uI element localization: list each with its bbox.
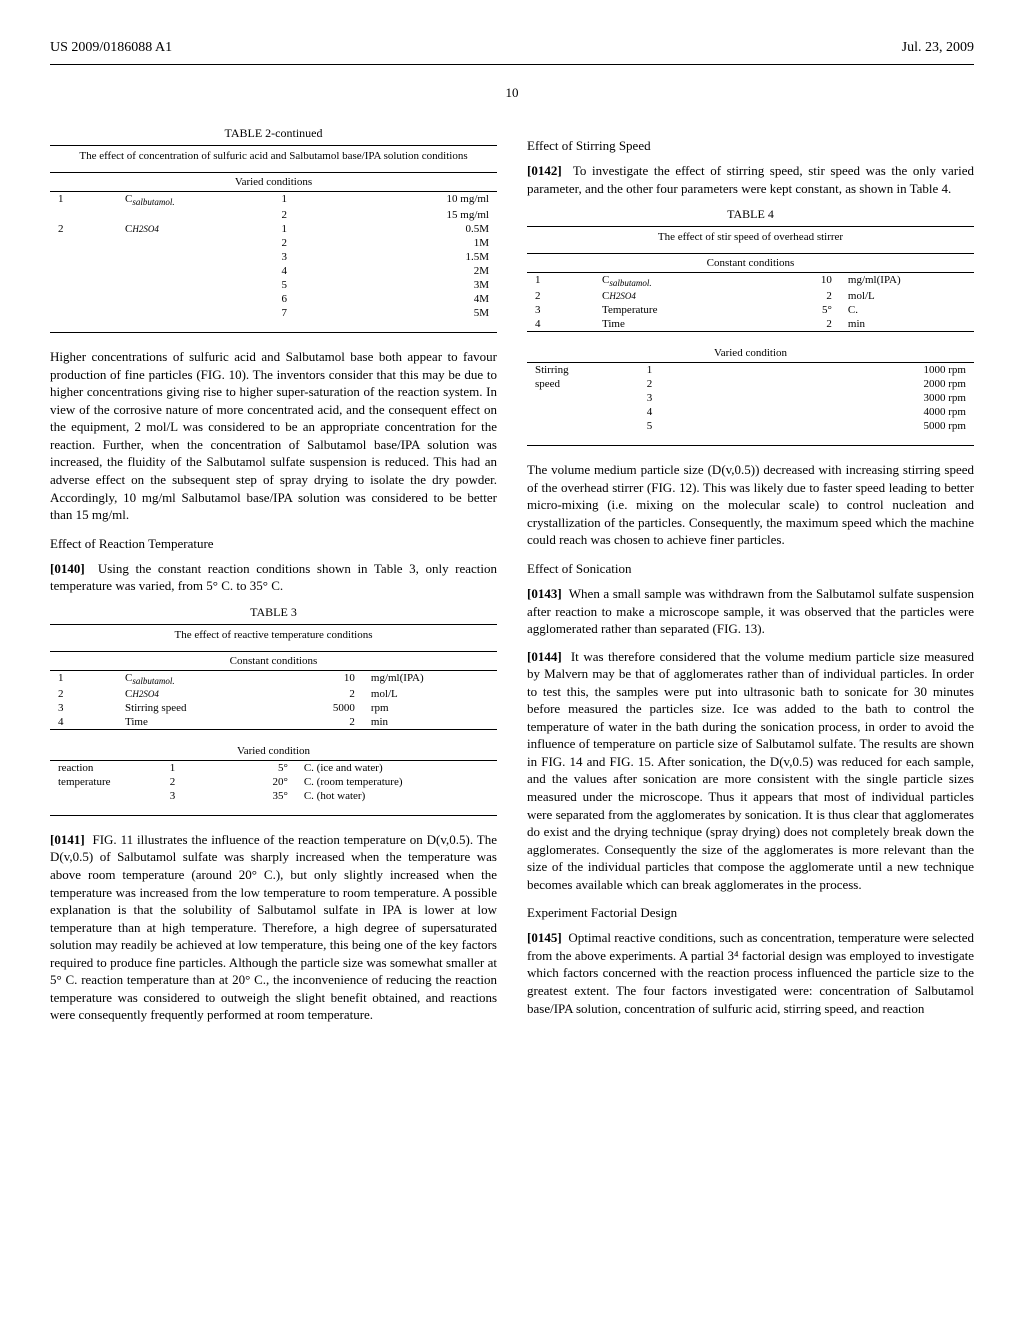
table-row: 3Stirring speed5000rpm — [50, 701, 497, 715]
table2-section-header: Varied conditions — [50, 172, 497, 192]
table4-section-header2: Varied condition — [527, 344, 974, 363]
table-row: speed22000 rpm — [527, 377, 974, 391]
table-row: 42M — [50, 264, 497, 278]
table4-varied: Stirring11000 rpm speed22000 rpm 33000 r… — [527, 363, 974, 433]
table3-section-header1: Constant conditions — [50, 651, 497, 671]
table2-body: 1Csalbutamol.110 mg/ml 215 mg/ml 2CH2SO4… — [50, 192, 497, 320]
para-num: [0141] — [50, 832, 85, 847]
table4: The effect of stir speed of overhead sti… — [527, 226, 974, 446]
doc-id: US 2009/0186088 A1 — [50, 40, 172, 56]
table3-varied: reaction15°C. (ice and water) temperatur… — [50, 761, 497, 803]
section-title-stirring: Effect of Stirring Speed — [527, 138, 974, 154]
header-rule — [50, 64, 974, 65]
table4-subtitle: The effect of stir speed of overhead sti… — [527, 227, 974, 247]
table-row: 3Temperature5°C. — [527, 303, 974, 317]
para-num: [0144] — [527, 649, 562, 664]
table-row: 4Time2min — [50, 715, 497, 730]
right-column: Effect of Stirring Speed [0142] To inves… — [527, 126, 974, 1034]
para-0140: [0140] Using the constant reaction condi… — [50, 560, 497, 595]
table2-caption: TABLE 2-continued — [50, 126, 497, 141]
table-row: 53M — [50, 278, 497, 292]
table-row: Stirring11000 rpm — [527, 363, 974, 377]
table-row: 31.5M — [50, 250, 497, 264]
table3: The effect of reactive temperature condi… — [50, 624, 497, 816]
table3-constant: 1Csalbutamol.10mg/ml(IPA) 2CH2SO42mol/L … — [50, 671, 497, 730]
table-row: 2CH2SO42mol/L — [50, 687, 497, 701]
table-row: 64M — [50, 292, 497, 306]
table-row: 2CH2SO410.5M — [50, 222, 497, 236]
section-title-factorial: Experiment Factorial Design — [527, 905, 974, 921]
table-row: 44000 rpm — [527, 405, 974, 419]
table4-caption: TABLE 4 — [527, 207, 974, 222]
table-row: 335°C. (hot water) — [50, 789, 497, 803]
table4-section-header1: Constant conditions — [527, 253, 974, 273]
table2-subtitle: The effect of concentration of sulfuric … — [50, 146, 497, 166]
section-title-temperature: Effect of Reaction Temperature — [50, 536, 497, 552]
para-num: [0140] — [50, 561, 85, 576]
table-row: 33000 rpm — [527, 391, 974, 405]
table-row: 1Csalbutamol.110 mg/ml — [50, 192, 497, 208]
left-column: TABLE 2-continued The effect of concentr… — [50, 126, 497, 1034]
para-0145: [0145] Optimal reactive conditions, such… — [527, 929, 974, 1017]
table-row: reaction15°C. (ice and water) — [50, 761, 497, 775]
table2: The effect of concentration of sulfuric … — [50, 145, 497, 333]
table-row: 75M — [50, 306, 497, 320]
table-row: 215 mg/ml — [50, 208, 497, 222]
table3-caption: TABLE 3 — [50, 605, 497, 620]
table3-subtitle: The effect of reactive temperature condi… — [50, 625, 497, 645]
para-0143: [0143] When a small sample was withdrawn… — [527, 585, 974, 638]
table-row: 21M — [50, 236, 497, 250]
para-num: [0145] — [527, 930, 562, 945]
doc-date: Jul. 23, 2009 — [902, 40, 974, 56]
table-row: 1Csalbutamol.10mg/ml(IPA) — [527, 273, 974, 289]
para-after-table2: Higher concentrations of sulfuric acid a… — [50, 348, 497, 523]
para-0144: [0144] It was therefore considered that … — [527, 648, 974, 894]
table3-section-header2: Varied condition — [50, 742, 497, 761]
para-0142: [0142] To investigate the effect of stir… — [527, 162, 974, 197]
para-num: [0142] — [527, 163, 562, 178]
table-row: temperature220°C. (room temperature) — [50, 775, 497, 789]
para-num: [0143] — [527, 586, 562, 601]
two-column-layout: TABLE 2-continued The effect of concentr… — [50, 126, 974, 1034]
table-row: 1Csalbutamol.10mg/ml(IPA) — [50, 671, 497, 687]
para-after-table4: The volume medium particle size (D(v,0.5… — [527, 461, 974, 549]
para-0141: [0141] FIG. 11 illustrates the influence… — [50, 831, 497, 1024]
table-row: 2CH2SO42mol/L — [527, 289, 974, 303]
page-number: 10 — [50, 85, 974, 101]
section-title-sonication: Effect of Sonication — [527, 561, 974, 577]
table-row: 4Time2min — [527, 317, 974, 332]
page-header: US 2009/0186088 A1 Jul. 23, 2009 — [50, 40, 974, 56]
table-row: 55000 rpm — [527, 419, 974, 433]
table4-constant: 1Csalbutamol.10mg/ml(IPA) 2CH2SO42mol/L … — [527, 273, 974, 332]
